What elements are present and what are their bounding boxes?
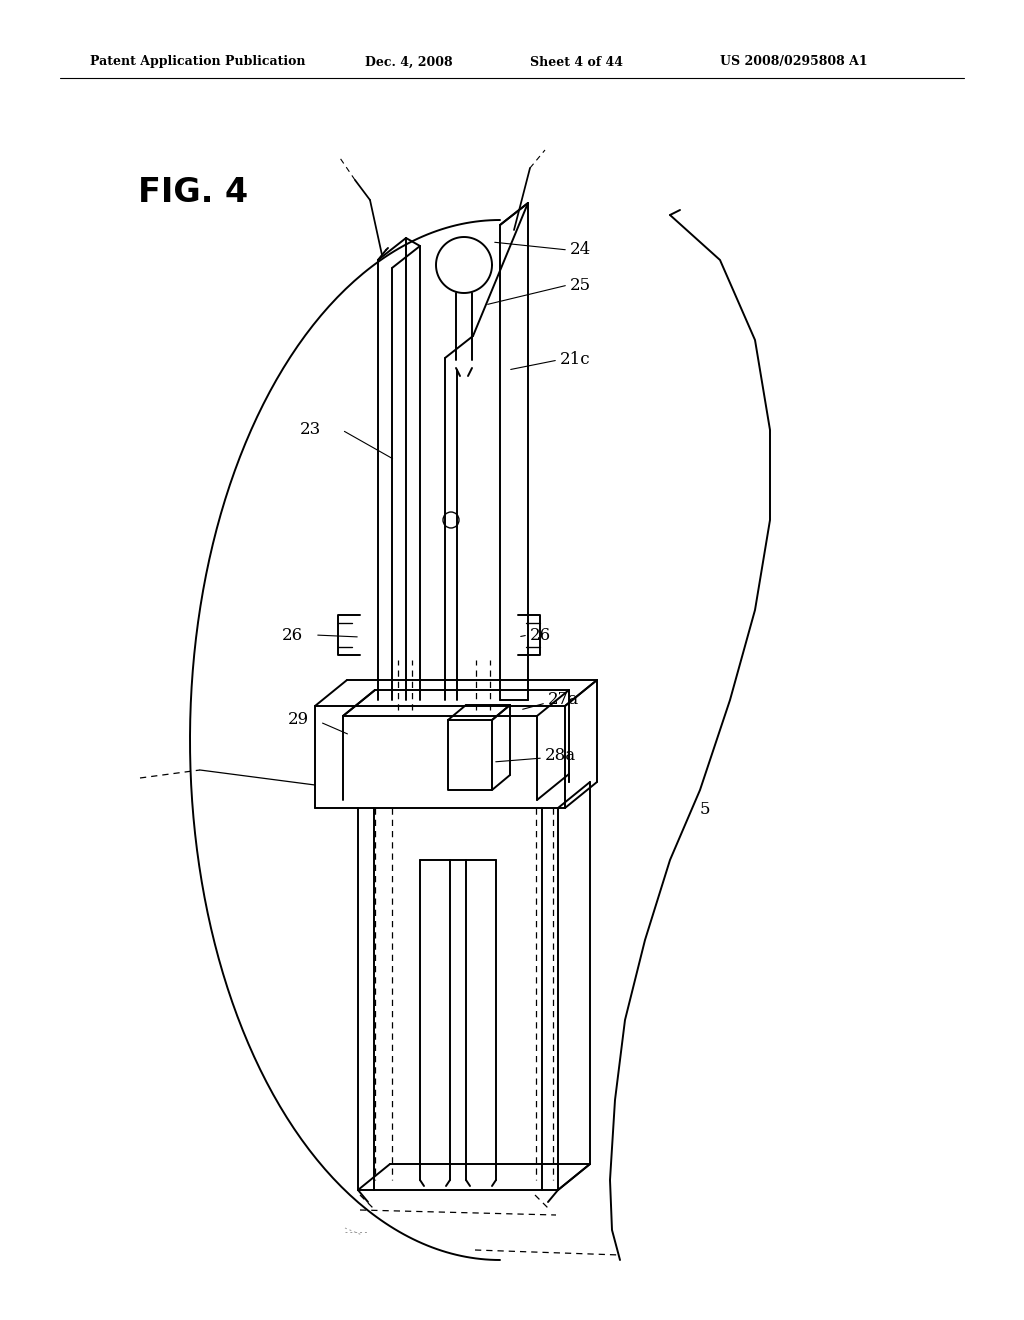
Text: 23: 23 [300,421,322,438]
Text: 24: 24 [570,242,591,259]
Text: Dec. 4, 2008: Dec. 4, 2008 [365,55,453,69]
Text: FIG. 4: FIG. 4 [138,176,248,209]
Text: 25: 25 [570,276,591,293]
Text: 29: 29 [288,711,309,729]
Text: 5: 5 [700,801,711,818]
Text: 28a: 28a [545,747,577,763]
Text: 26: 26 [530,627,551,644]
Text: US 2008/0295808 A1: US 2008/0295808 A1 [720,55,867,69]
Text: 26: 26 [282,627,303,644]
Text: 21c: 21c [560,351,591,368]
Text: Patent Application Publication: Patent Application Publication [90,55,305,69]
Text: 27a: 27a [548,692,580,709]
Text: Sheet 4 of 44: Sheet 4 of 44 [530,55,623,69]
